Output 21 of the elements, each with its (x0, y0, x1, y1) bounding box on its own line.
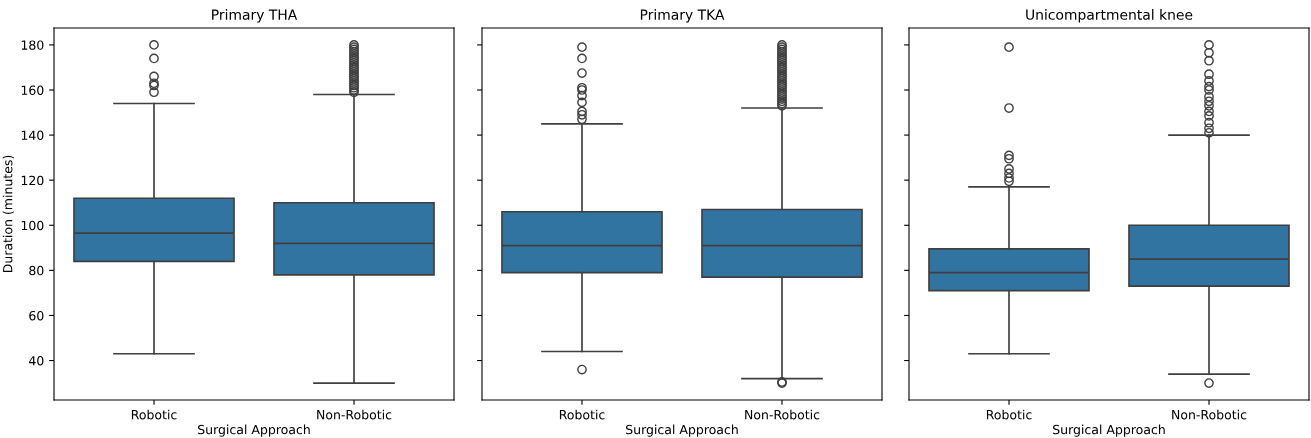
y-tick-label: 120 (21, 175, 44, 186)
y-tick-label: 60 (29, 310, 44, 321)
y-tick-label: 80 (29, 265, 44, 276)
chart-title: Unicompartmental knee (1026, 9, 1193, 23)
x-tick-label: Non-Robotic (745, 409, 820, 420)
x-axis-title: Surgical Approach (626, 424, 738, 437)
x-tick-label: Non-Robotic (1172, 409, 1247, 420)
y-tick-label: 40 (28, 356, 44, 366)
x-axis-title: Surgical Approach (1053, 424, 1165, 437)
y-tick-label: 100 (21, 220, 44, 231)
chart-title: Primary TKA (640, 9, 725, 23)
y-tick-label: 180 (21, 40, 44, 50)
x-tick-label: Robotic (986, 409, 1032, 420)
x-tick-label: Non-Robotic (317, 409, 392, 420)
y-tick-label: 140 (21, 130, 44, 141)
chart-title: Primary THA (212, 9, 298, 23)
x-tick-label: Robotic (559, 409, 605, 420)
x-axis-title: Surgical Approach (198, 424, 310, 437)
x-tick-label: Robotic (131, 409, 177, 420)
y-tick-label: 160 (21, 85, 44, 95)
y-axis-title: Duration (minutes) (2, 155, 14, 273)
